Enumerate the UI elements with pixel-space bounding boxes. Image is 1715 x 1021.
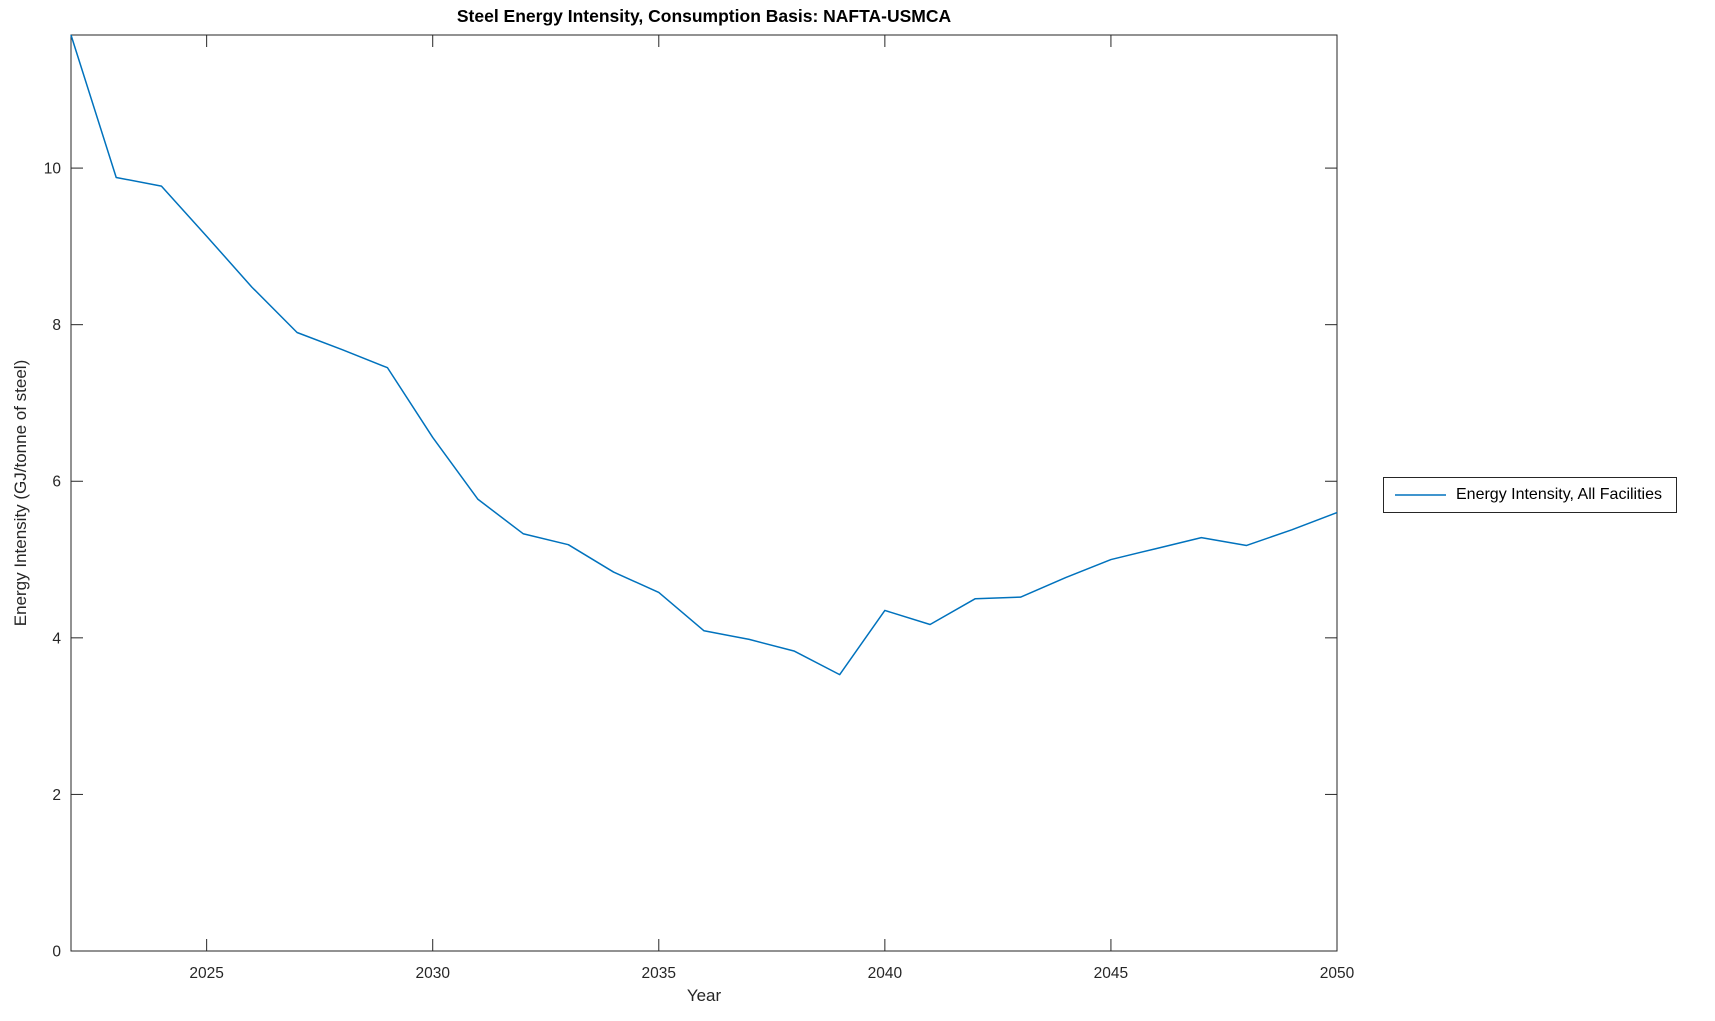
y-tick-label: 6 [52, 474, 61, 491]
chart-title: Steel Energy Intensity, Consumption Basi… [456, 6, 952, 26]
legend-line-icon [1395, 494, 1446, 496]
x-tick-label: 2040 [868, 965, 903, 982]
y-tick-label: 8 [52, 317, 61, 334]
x-tick-label: 2035 [642, 965, 676, 982]
legend-label: Energy Intensity, All Facilities [1456, 486, 1663, 503]
axes-box [70, 34, 1338, 952]
x-tick-label: 2045 [1094, 965, 1128, 982]
x-tick-label: 2030 [415, 965, 450, 982]
y-tick-label: 2 [52, 787, 61, 804]
x-tick-label: 2050 [1320, 965, 1355, 982]
y-tick-label: 0 [52, 943, 61, 960]
x-tick-label: 2025 [189, 965, 223, 982]
legend: Energy Intensity, All Facilities [1383, 477, 1678, 513]
y-tick-label: 4 [52, 630, 61, 647]
energy-intensity-line [70, 34, 1338, 676]
y-tick-label: 10 [44, 161, 62, 178]
y-axis-label: Energy Intensity (GJ/tonne of steel) [11, 359, 30, 627]
x-axis-label: Year [686, 986, 722, 1005]
